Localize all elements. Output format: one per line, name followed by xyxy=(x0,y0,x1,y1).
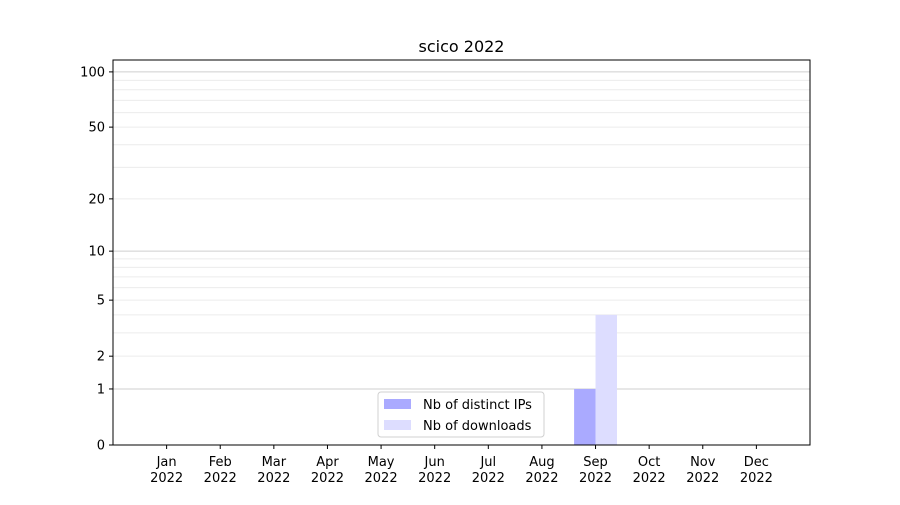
x-tick-label: 2022 xyxy=(740,471,773,486)
x-tick-label: 2022 xyxy=(150,471,183,486)
x-tick-label: 2022 xyxy=(472,471,505,486)
x-tick-label: 2022 xyxy=(257,471,290,486)
bar xyxy=(595,314,617,445)
legend-swatch xyxy=(384,420,411,430)
x-tick-label: 2022 xyxy=(365,471,398,486)
x-tick-label: Jun xyxy=(424,455,445,470)
y-tick-label: 0 xyxy=(97,439,105,454)
legend-swatch xyxy=(384,399,411,409)
y-tick-label: 5 xyxy=(97,294,105,309)
x-tick-label: 2022 xyxy=(579,471,612,486)
x-tick-label: Sep xyxy=(583,455,608,470)
bar xyxy=(574,388,596,445)
x-tick-label: Apr xyxy=(316,455,339,470)
y-tick-label: 20 xyxy=(88,192,105,207)
x-tick-label: Jan xyxy=(156,455,177,470)
x-tick-label: Mar xyxy=(262,455,287,470)
y-tick-label: 10 xyxy=(88,245,105,260)
plot-frame xyxy=(112,59,811,446)
legend-label: Nb of distinct IPs xyxy=(423,398,532,413)
chart-title: scico 2022 xyxy=(419,37,505,56)
legend-label: Nb of downloads xyxy=(423,419,532,434)
x-tick-label: Dec xyxy=(744,455,769,470)
x-tick-label: May xyxy=(368,455,395,470)
legend: Nb of distinct IPs Nb of downloads xyxy=(377,391,545,438)
y-tick-label: 1 xyxy=(97,382,105,397)
x-tick-label: 2022 xyxy=(633,471,666,486)
x-tick-label: Oct xyxy=(638,455,660,470)
x-tick-label: 2022 xyxy=(204,471,237,486)
y-tick-label: 100 xyxy=(80,65,105,80)
x-tick-label: 2022 xyxy=(418,471,451,486)
x-tick-label: 2022 xyxy=(686,471,719,486)
y-tick-label: 50 xyxy=(88,121,105,136)
x-tick-label: 2022 xyxy=(525,471,558,486)
x-tick-label: Nov xyxy=(690,455,716,470)
x-tick-label: Aug xyxy=(529,455,554,470)
x-tick-label: Feb xyxy=(209,455,232,470)
legend-box xyxy=(377,391,545,438)
x-tick-label: 2022 xyxy=(311,471,344,486)
x-tick-label: Jul xyxy=(479,455,496,470)
y-tick-label: 2 xyxy=(97,350,105,365)
